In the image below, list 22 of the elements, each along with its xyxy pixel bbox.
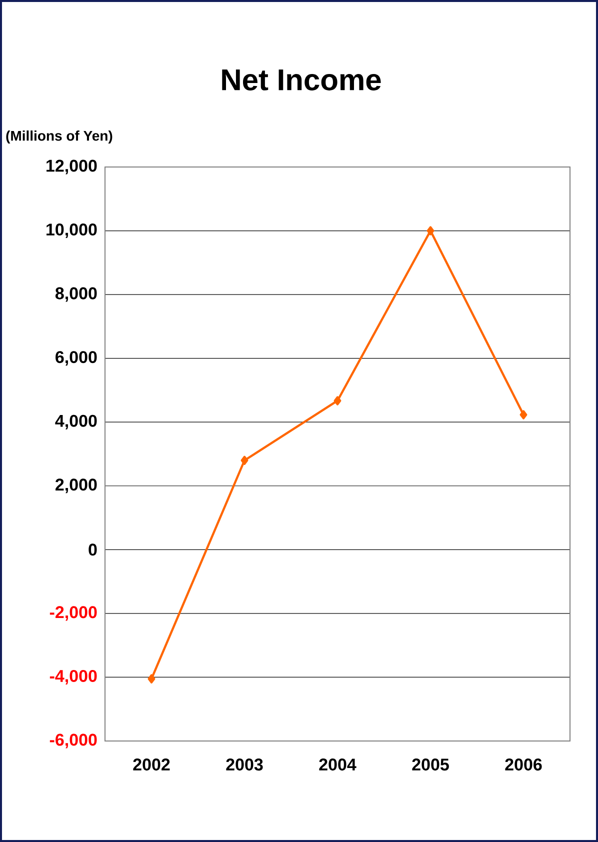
y-tick-label: -4,000 [50, 670, 97, 684]
x-tick-label: 2002 [133, 758, 170, 771]
y-tick-label: 12,000 [46, 160, 97, 174]
y-tick-label: 6,000 [56, 351, 97, 366]
y-tick-label: -2,000 [50, 606, 97, 621]
y-tick-label: -6,000 [50, 734, 97, 748]
y-tick-label: 0 [88, 544, 97, 556]
x-tick-label: 2006 [505, 758, 542, 771]
point [334, 396, 342, 406]
x-tick-label: 2003 [226, 758, 263, 771]
y-tick-label: 8,000 [55, 287, 97, 302]
point [240, 456, 248, 465]
y-tick-label: 4,000 [55, 414, 97, 430]
x-tick-label: 2004 [319, 758, 356, 771]
y-tick-label: 2,000 [56, 478, 97, 494]
x-tick-label: 2005 [412, 758, 449, 771]
chart-title: Net Income [222, 70, 381, 90]
point [148, 674, 156, 684]
point [426, 226, 434, 236]
point [520, 410, 528, 420]
y-axis-title: (Millions of Yen) [6, 130, 112, 144]
y-tick-label: 10,000 [46, 224, 97, 238]
